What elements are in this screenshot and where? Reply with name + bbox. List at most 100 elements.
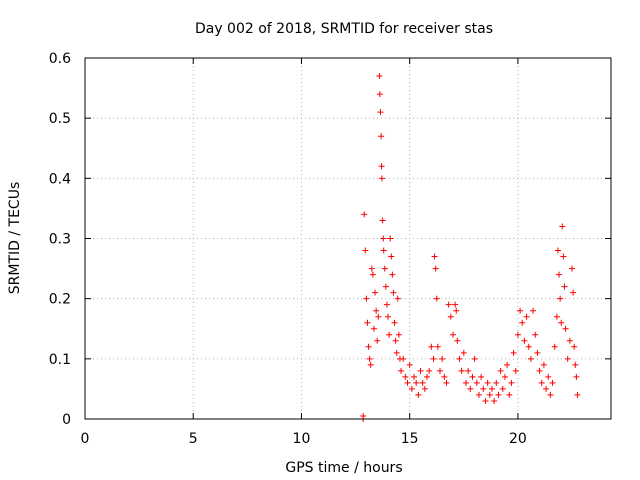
data-point	[553, 313, 560, 320]
data-point	[386, 331, 393, 338]
data-point	[439, 355, 446, 362]
data-point	[426, 367, 433, 374]
data-point	[551, 343, 558, 350]
data-point	[504, 361, 511, 368]
tick-labels: 0 5 10 15 20 0 0.1 0.2 0.3 0.4 0.5 0.6	[49, 51, 527, 447]
data-point	[370, 325, 377, 332]
data-point	[428, 343, 435, 350]
data-point	[501, 373, 508, 380]
data-point	[458, 367, 465, 374]
data-point	[404, 379, 411, 386]
data-point	[421, 385, 428, 392]
data-point	[378, 133, 385, 140]
data-point	[445, 301, 452, 308]
data-point	[574, 391, 581, 398]
data-point	[569, 265, 576, 272]
data-point	[402, 373, 409, 380]
data-point	[379, 217, 386, 224]
data-point	[391, 319, 398, 326]
data-point	[549, 379, 556, 386]
data-point	[562, 325, 569, 332]
data-point	[534, 349, 541, 356]
data-point	[452, 301, 459, 308]
data-point	[364, 319, 371, 326]
data-point	[561, 283, 568, 290]
data-point	[473, 379, 480, 386]
data-point	[449, 331, 456, 338]
data-point	[398, 367, 405, 374]
data-point	[447, 313, 454, 320]
data-point	[378, 163, 385, 170]
data-point	[556, 271, 563, 278]
data-point	[465, 367, 472, 374]
data-point	[433, 295, 440, 302]
data-point	[573, 373, 580, 380]
data-point	[566, 337, 573, 344]
data-point	[495, 391, 502, 398]
data-point	[380, 247, 387, 254]
data-point	[525, 343, 532, 350]
data-points	[360, 73, 581, 422]
data-point	[521, 337, 528, 344]
data-point	[480, 385, 487, 392]
data-point	[375, 313, 382, 320]
data-point	[385, 313, 392, 320]
data-point	[406, 361, 413, 368]
data-point	[471, 355, 478, 362]
data-point	[424, 373, 431, 380]
data-point	[441, 373, 448, 380]
data-point	[367, 361, 374, 368]
data-point	[432, 265, 439, 272]
data-point	[392, 337, 399, 344]
x-tick-label: 0	[81, 431, 90, 447]
data-point	[510, 349, 517, 356]
data-point	[361, 211, 368, 218]
y-tick-label: 0.4	[49, 171, 71, 187]
data-point	[374, 337, 381, 344]
y-tick-label: 0.1	[49, 352, 71, 368]
data-point	[547, 391, 554, 398]
x-tick-label: 20	[509, 431, 527, 447]
data-point	[532, 331, 539, 338]
data-point	[389, 271, 396, 278]
data-point	[394, 295, 401, 302]
data-point	[517, 307, 524, 314]
data-point	[362, 247, 369, 254]
data-point	[395, 331, 402, 338]
y-axis-label: SRMTID / TECUs	[7, 182, 23, 295]
data-point	[383, 301, 390, 308]
x-axis-label: GPS time / hours	[285, 460, 402, 476]
y-tick-label: 0.3	[49, 232, 71, 248]
data-point	[400, 355, 407, 362]
data-point	[554, 247, 561, 254]
data-point	[488, 385, 495, 392]
data-point	[540, 361, 547, 368]
data-point	[431, 253, 438, 260]
x-tick-label: 15	[401, 431, 419, 447]
data-point	[527, 355, 534, 362]
y-tick-label: 0	[62, 412, 71, 428]
data-point	[475, 391, 482, 398]
chart-title: Day 002 of 2018, SRMTID for receiver sta…	[195, 21, 493, 37]
data-point	[411, 373, 418, 380]
data-point	[557, 295, 564, 302]
x-tick-label: 5	[189, 431, 198, 447]
data-point	[478, 373, 485, 380]
data-point	[484, 379, 491, 386]
x-tick-label: 10	[293, 431, 311, 447]
data-point	[497, 367, 504, 374]
data-point	[499, 385, 506, 392]
data-point	[387, 235, 394, 242]
grid-lines	[85, 58, 611, 419]
data-point	[413, 379, 420, 386]
data-point	[469, 373, 476, 380]
data-point	[415, 391, 422, 398]
data-point	[454, 337, 461, 344]
plot-frame	[84, 57, 612, 420]
data-point	[523, 313, 530, 320]
data-point	[419, 379, 426, 386]
y-tick-label: 0.5	[49, 111, 71, 127]
data-point	[491, 397, 498, 404]
data-point	[393, 349, 400, 356]
